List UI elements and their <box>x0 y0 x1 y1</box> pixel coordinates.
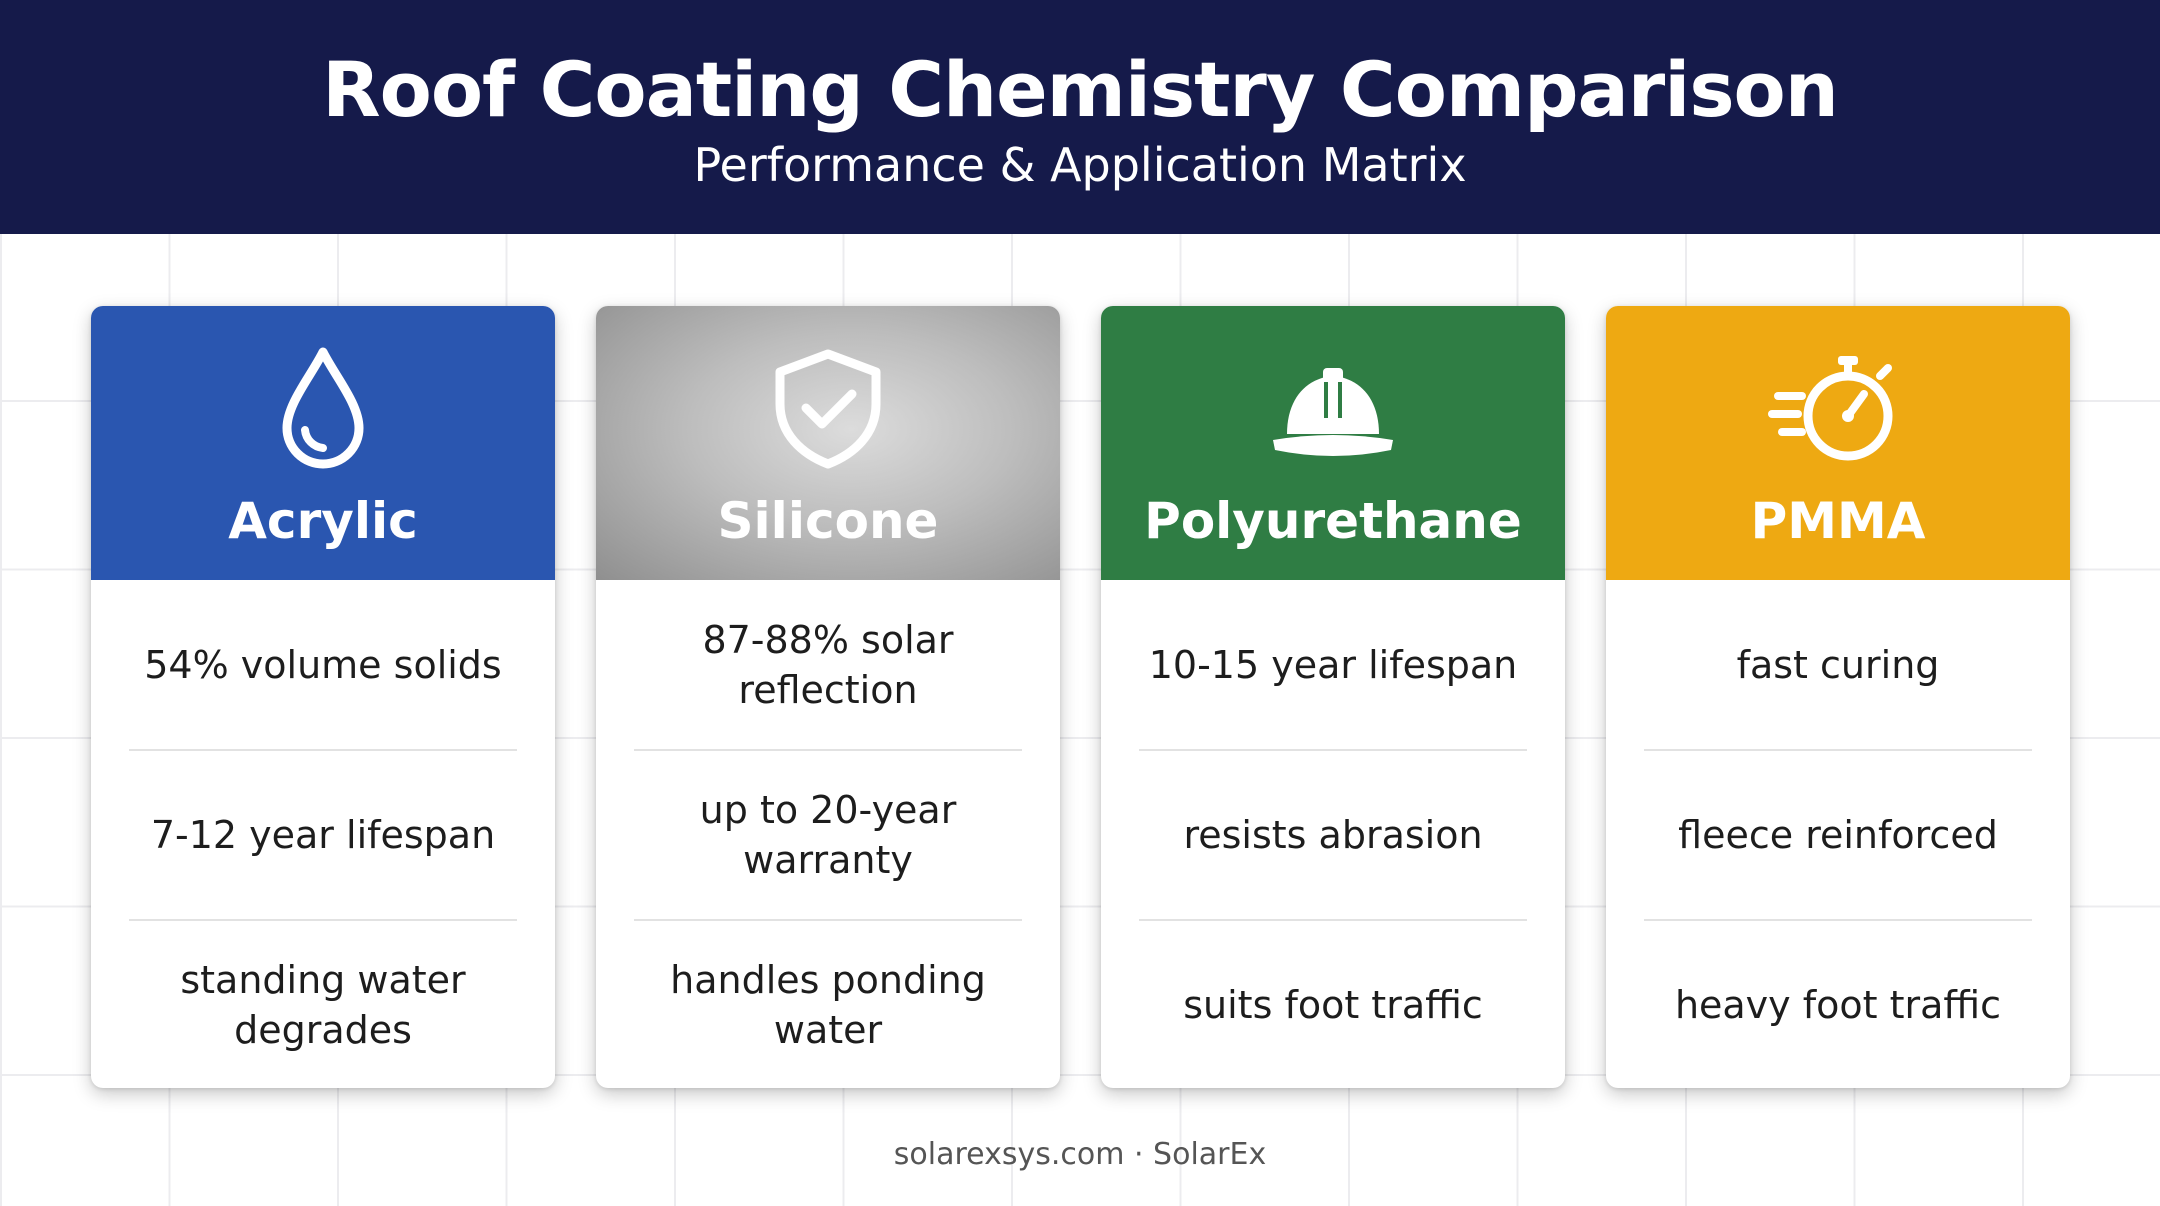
water-drop-icon <box>253 338 393 478</box>
feature-silicone-3: handles ponding water <box>670 958 986 1052</box>
feature-pmma-3: heavy foot traffic <box>1674 983 2002 1027</box>
card-polyurethane: Polyurethane 10-15 year lifespan resists… <box>1101 306 1565 1088</box>
feature-pmma-1: fast curing <box>1736 643 1940 687</box>
card-title-pmma: PMMA <box>1750 492 1926 550</box>
card-silicone: Silicone 87-88% solar reflection up to 2… <box>596 306 1060 1088</box>
card-header-acrylic: Acrylic <box>91 306 555 580</box>
divider <box>634 749 1022 751</box>
feature-acrylic-3: standing water degrades <box>180 958 466 1052</box>
stopwatch-icon <box>1768 338 1908 478</box>
feature-acrylic-1: 54% volume solids <box>144 643 502 687</box>
divider <box>1139 919 1527 921</box>
header-banner: Roof Coating Chemistry Comparison Perfor… <box>0 0 2160 234</box>
feature-silicone-1: 87-88% solar reflection <box>702 618 954 712</box>
feature-polyurethane-2: resists abrasion <box>1183 813 1483 857</box>
page-subtitle: Performance & Application Matrix <box>693 138 1467 192</box>
divider <box>1139 749 1527 751</box>
feature-silicone-2: up to 20-year warranty <box>699 788 957 882</box>
card-header-polyurethane: Polyurethane <box>1101 306 1565 580</box>
card-header-pmma: PMMA <box>1606 306 2070 580</box>
card-header-silicone: Silicone <box>596 306 1060 580</box>
footer-credit: solarexsys.com · SolarEx <box>893 1137 1267 1172</box>
divider <box>1644 749 2032 751</box>
divider <box>129 919 517 921</box>
card-title-silicone: Silicone <box>717 492 939 550</box>
divider <box>129 749 517 751</box>
shield-check-icon <box>758 338 898 478</box>
page-title: Roof Coating Chemistry Comparison <box>322 45 1839 134</box>
card-title-polyurethane: Polyurethane <box>1144 492 1522 550</box>
card-pmma: PMMA fast curing fleece reinforced heavy… <box>1606 306 2070 1088</box>
feature-pmma-2: fleece reinforced <box>1678 813 1998 857</box>
divider <box>634 919 1022 921</box>
feature-polyurethane-1: 10-15 year lifespan <box>1148 643 1518 687</box>
hard-hat-icon <box>1263 338 1403 478</box>
divider <box>1644 919 2032 921</box>
card-title-acrylic: Acrylic <box>228 492 418 550</box>
feature-polyurethane-3: suits foot traffic <box>1183 983 1483 1027</box>
card-acrylic: Acrylic 54% volume solids 7-12 year life… <box>91 306 555 1088</box>
feature-acrylic-2: 7-12 year lifespan <box>150 813 496 857</box>
